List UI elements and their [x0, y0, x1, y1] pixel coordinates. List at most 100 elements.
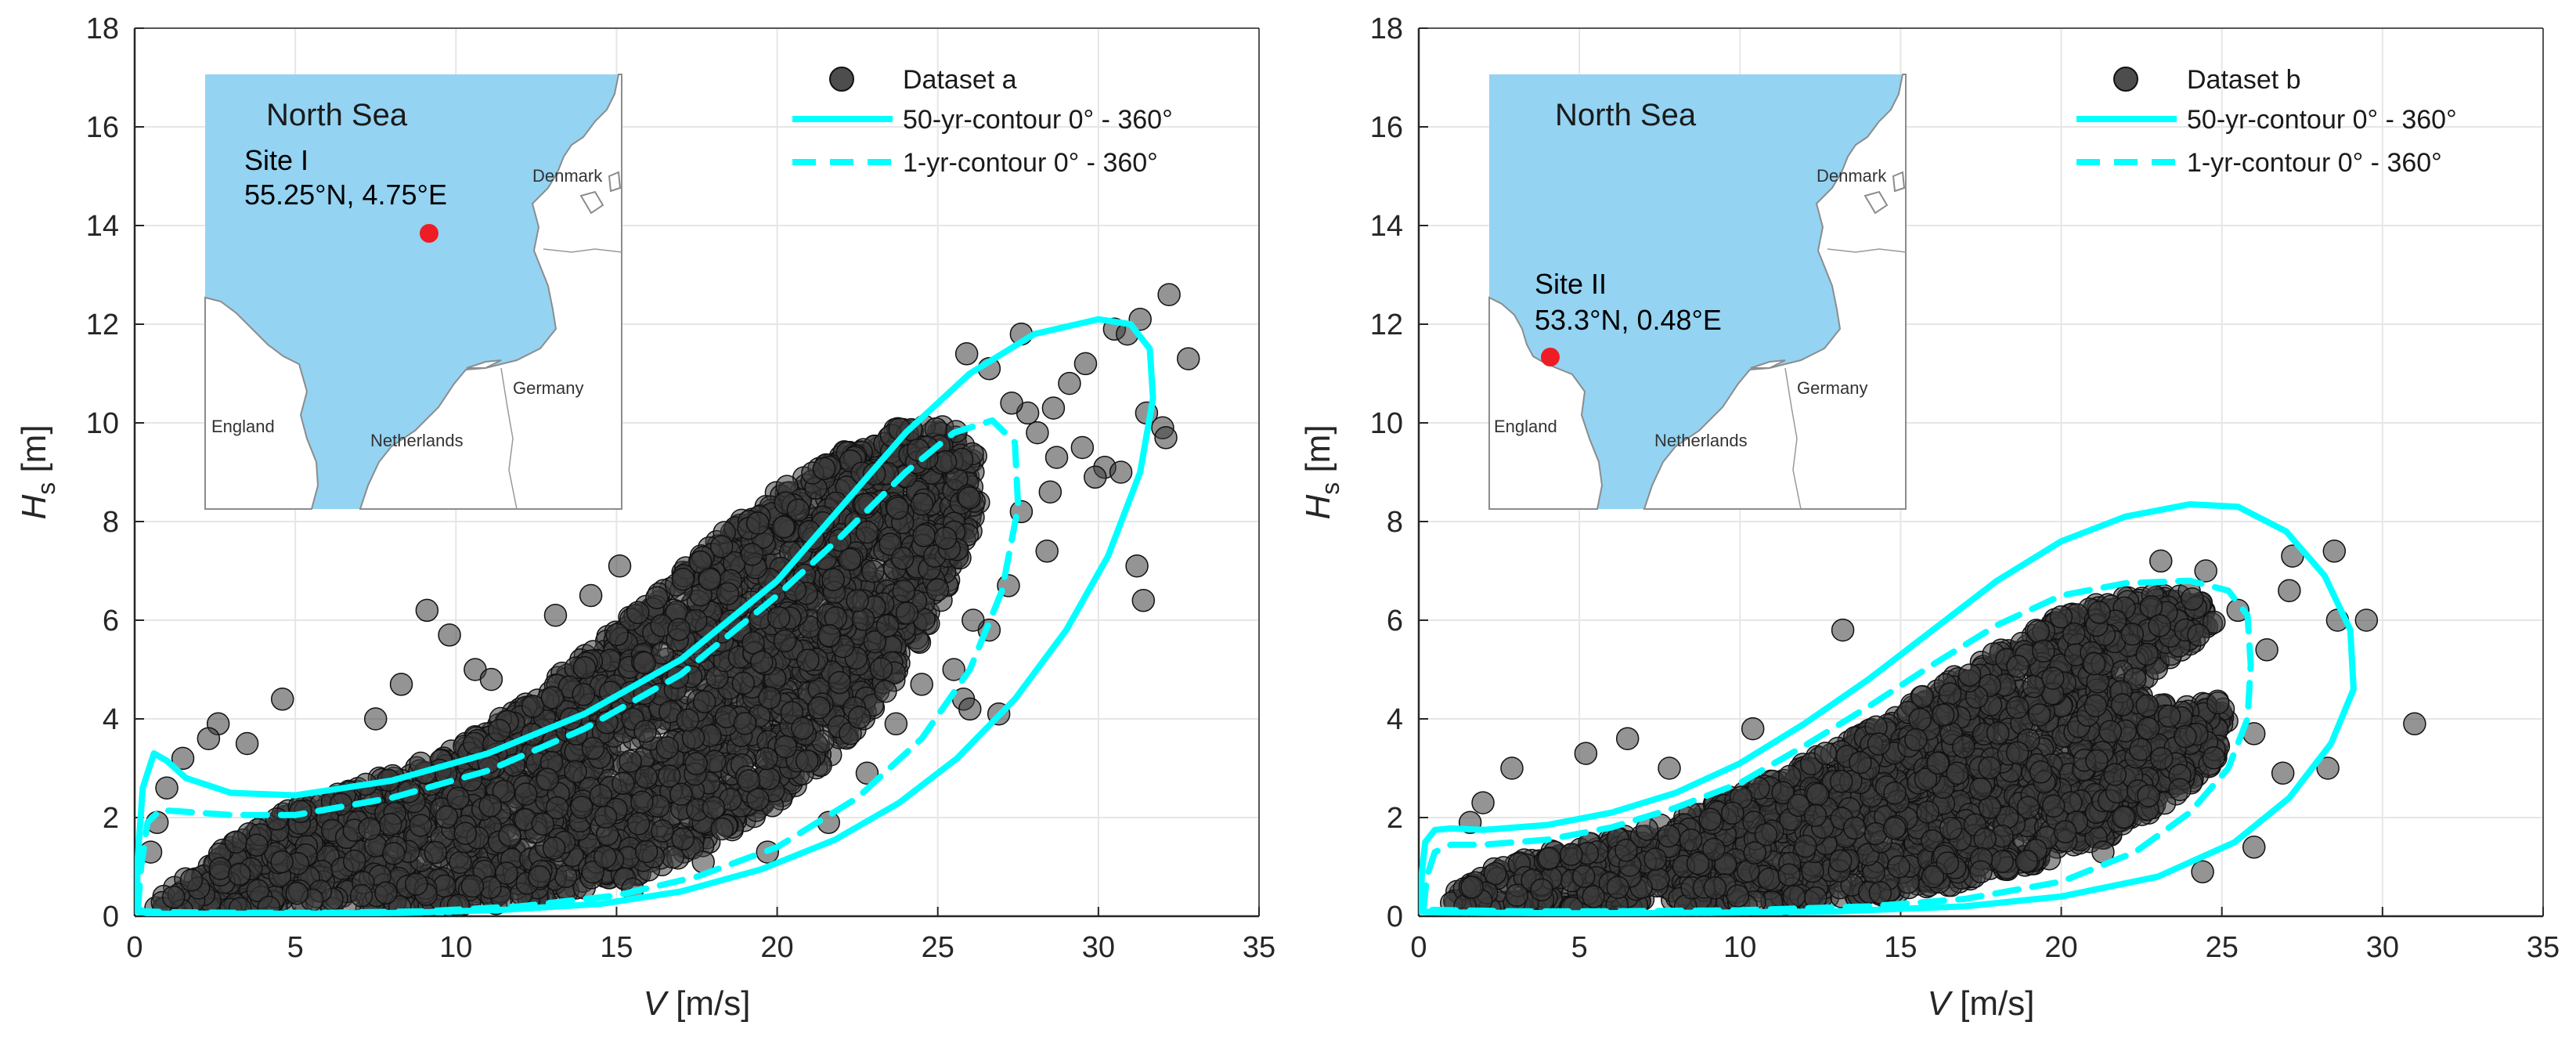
data-point — [543, 837, 565, 859]
data-point — [870, 658, 892, 680]
data-point — [406, 873, 428, 895]
data-point — [225, 831, 247, 853]
data-point — [656, 737, 678, 759]
data-point — [619, 750, 641, 772]
data-point — [209, 857, 231, 879]
x-tick-label: 15 — [600, 931, 633, 964]
data-point — [529, 866, 550, 888]
data-point — [156, 777, 178, 799]
y-tick-label: 10 — [86, 407, 119, 440]
legend-marker-dataset — [830, 67, 853, 91]
data-point — [606, 623, 628, 645]
data-point — [1178, 348, 1200, 370]
data-point — [594, 846, 616, 868]
data-point — [365, 708, 387, 730]
data-point — [759, 687, 781, 709]
country-label-england: England — [211, 417, 275, 436]
data-point — [635, 766, 657, 788]
y-tick-label: 4 — [1387, 703, 1403, 736]
data-point — [595, 806, 617, 828]
data-point — [796, 750, 818, 772]
legend-label-dataset: Dataset a — [903, 65, 1017, 95]
data-point — [1110, 461, 1132, 483]
data-point — [633, 652, 655, 673]
data-point — [391, 673, 413, 695]
x-tick-label: 5 — [1571, 931, 1588, 964]
y-tick-label: 8 — [103, 506, 119, 539]
data-point — [627, 601, 649, 623]
y-tick-label: 0 — [103, 901, 119, 933]
data-point — [628, 813, 650, 835]
country-label-denmark: Denmark — [532, 166, 603, 186]
x-tick-label: 35 — [1243, 931, 1275, 964]
data-point — [424, 842, 446, 864]
data-point — [877, 615, 899, 637]
data-point — [1071, 437, 1093, 459]
x-tick-label: 30 — [1082, 931, 1115, 964]
data-point — [828, 672, 850, 694]
data-point — [956, 343, 978, 365]
y-tick-label: 8 — [1387, 506, 1403, 539]
data-point — [741, 543, 763, 565]
data-point — [711, 536, 733, 558]
y-tick-label: 18 — [86, 13, 119, 45]
data-point — [272, 688, 294, 710]
data-point — [522, 695, 544, 717]
data-point — [935, 527, 957, 549]
data-point — [265, 808, 287, 830]
data-point — [846, 590, 868, 612]
data-point — [1155, 427, 1177, 449]
x-tick-label: 0 — [126, 931, 143, 964]
y-tick-label: 16 — [1370, 111, 1403, 144]
data-point — [958, 487, 980, 509]
data-point — [634, 720, 656, 742]
data-point — [359, 818, 381, 839]
data-point — [612, 772, 634, 794]
x-tick-label: 25 — [2206, 931, 2239, 964]
data-point — [839, 548, 860, 570]
data-point — [409, 814, 431, 836]
data-point — [856, 522, 878, 543]
country-label-netherlands: Netherlands — [370, 431, 464, 450]
data-point — [236, 733, 258, 755]
data-point — [651, 820, 673, 842]
data-point — [926, 579, 948, 601]
x-tick-label: 5 — [287, 931, 304, 964]
data-point — [797, 649, 819, 671]
data-point — [959, 698, 981, 720]
data-point — [489, 720, 511, 742]
y-tick-label: 0 — [1387, 901, 1403, 933]
data-point — [571, 796, 593, 818]
data-point — [499, 824, 521, 846]
data-point — [438, 624, 460, 646]
x-tick-label: 20 — [760, 931, 793, 964]
data-point — [1042, 397, 1064, 419]
data-point — [631, 791, 653, 813]
data-point — [822, 569, 844, 590]
data-point — [1126, 555, 1148, 577]
data-point — [515, 783, 537, 805]
data-point — [375, 882, 397, 904]
data-point — [416, 599, 438, 621]
data-point — [574, 657, 596, 679]
data-point — [271, 851, 293, 873]
data-point — [774, 736, 796, 758]
data-point — [885, 713, 907, 735]
x-tick-label: 15 — [1884, 931, 1917, 964]
data-point — [774, 630, 796, 652]
data-point — [758, 767, 780, 789]
country-label-germany: Germany — [513, 378, 583, 398]
data-point — [180, 869, 202, 891]
data-point — [1039, 481, 1061, 503]
data-point — [380, 814, 402, 836]
data-point — [447, 787, 469, 809]
data-point — [383, 843, 405, 865]
data-point — [246, 834, 268, 856]
x-tick-label: 20 — [2044, 931, 2077, 964]
data-point — [163, 886, 185, 908]
y-tick-label: 14 — [1370, 210, 1403, 243]
y-tick-label: 6 — [103, 605, 119, 637]
data-point — [229, 863, 251, 885]
